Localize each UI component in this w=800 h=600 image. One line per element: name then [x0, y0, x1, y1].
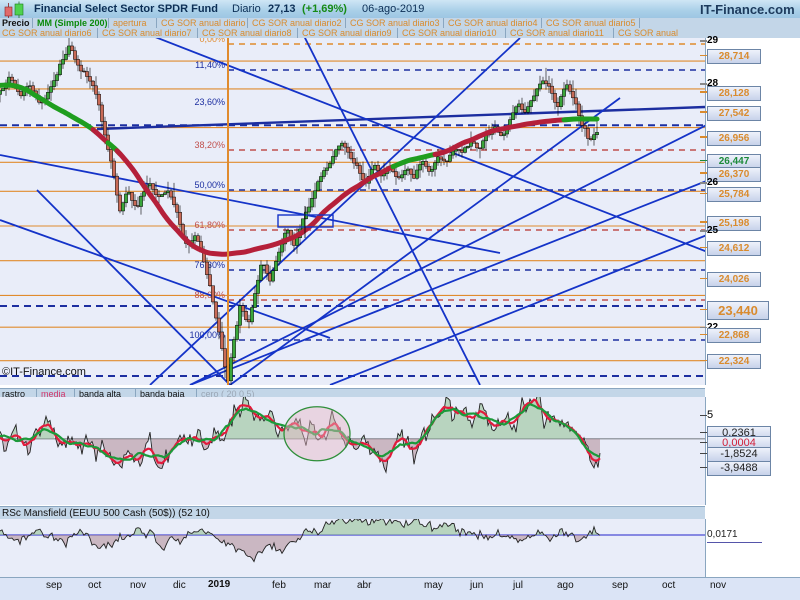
svg-text:38,20%: 38,20%: [194, 140, 225, 150]
svg-text:23,60%: 23,60%: [194, 97, 225, 107]
svg-text:0,00%: 0,00%: [199, 38, 225, 44]
svg-text:61,80%: 61,80%: [194, 220, 225, 230]
svg-text:50,00%: 50,00%: [194, 180, 225, 190]
